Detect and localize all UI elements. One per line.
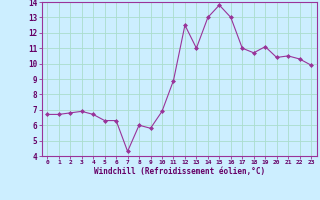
X-axis label: Windchill (Refroidissement éolien,°C): Windchill (Refroidissement éolien,°C) — [94, 167, 265, 176]
